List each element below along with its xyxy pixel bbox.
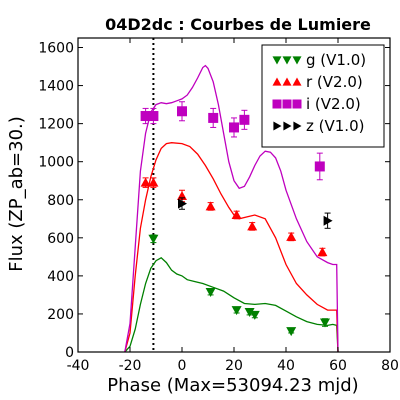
legend-label-r: r (V2.0) <box>306 73 363 91</box>
legend-entry-z: z (V1.0) <box>273 117 364 135</box>
y-axis-label: Flux (ZP_ab=30.) <box>6 116 27 272</box>
data-point-r <box>148 177 159 188</box>
model-curve-r <box>124 142 339 352</box>
data-point-i <box>148 107 159 125</box>
legend-entry-i: i (V2.0) <box>272 95 361 113</box>
marker-r <box>148 177 159 187</box>
legend-label-i: i (V2.0) <box>306 95 361 113</box>
x-tick-label: 20 <box>225 358 243 374</box>
marker-i <box>177 106 187 117</box>
legend: g (V1.0) r (V2.0) i (V2.0) z (V1.0) <box>261 44 385 148</box>
data-point-g <box>231 306 242 316</box>
marker-r <box>286 231 297 241</box>
data-point-i <box>314 152 325 181</box>
x-axis-label: Phase (Max=53094.23 mjd) <box>107 375 358 396</box>
legend-marker-i <box>282 99 292 109</box>
marker-i <box>314 161 325 172</box>
marker-g <box>205 288 216 298</box>
data-point-z <box>323 212 333 229</box>
y-tick-label: 200 <box>47 307 74 323</box>
legend-marker-i <box>292 99 302 109</box>
marker-i <box>239 114 250 125</box>
data-point-g <box>244 308 255 318</box>
marker-r <box>140 177 151 187</box>
marker-g <box>286 327 297 337</box>
legend-marker-r <box>272 77 282 86</box>
legend-marker-g <box>272 56 282 65</box>
legend-marker-z <box>293 121 302 131</box>
marker-i <box>140 111 151 122</box>
legend-marker-r <box>282 77 292 86</box>
x-tick-label: 60 <box>329 358 347 374</box>
marker-r <box>231 209 242 219</box>
x-tick-label: 0 <box>178 358 187 374</box>
marker-i <box>148 111 159 122</box>
data-point-r <box>317 247 328 257</box>
legend-entry-g: g (V1.0) <box>272 51 366 69</box>
data-point-i <box>208 107 219 128</box>
model-curve-i <box>124 64 339 352</box>
y-tick-label: 1600 <box>38 41 74 57</box>
data-point-g <box>148 234 159 244</box>
y-tick-label: 1200 <box>38 117 74 133</box>
legend-marker-g <box>282 56 292 65</box>
marker-z <box>323 215 333 226</box>
data-point-g <box>249 310 260 320</box>
marker-g <box>244 308 255 318</box>
marker-i <box>229 122 239 133</box>
marker-r <box>205 201 216 211</box>
plot-area <box>124 38 339 352</box>
y-tick-label: 800 <box>47 193 74 209</box>
data-point-g <box>205 288 216 298</box>
x-tick-label: 40 <box>277 358 295 374</box>
legend-entry-r: r (V2.0) <box>272 73 363 91</box>
axes: -40 -20 0 20 40 60 800200400600800100012001400… <box>38 37 399 374</box>
data-point-r <box>140 177 151 188</box>
legend-marker-r <box>292 77 302 86</box>
legend-marker-z <box>273 121 282 131</box>
data-point-g <box>320 318 330 328</box>
legend-label-g: g (V1.0) <box>306 51 366 69</box>
legend-box <box>261 44 385 148</box>
data-point-i <box>140 107 151 125</box>
marker-r <box>247 221 258 231</box>
marker-g <box>320 318 330 328</box>
marker-g <box>231 306 242 316</box>
x-tick-label: 80 <box>381 358 399 374</box>
marker-r <box>317 247 328 257</box>
marker-g <box>249 310 260 320</box>
data-point-g <box>286 327 297 337</box>
plot-content <box>124 38 339 352</box>
x-tick-label: -20 <box>119 358 142 374</box>
data-point-r <box>286 231 297 242</box>
legend-label-z: z (V1.0) <box>306 117 364 135</box>
y-tick-label: 1400 <box>38 79 74 95</box>
chart-title: 04D2dc : Courbes de Lumiere <box>105 15 371 34</box>
y-tick-label: 0 <box>65 345 74 361</box>
legend-marker-i <box>272 99 282 109</box>
marker-i <box>208 112 219 123</box>
data-point-r <box>231 209 242 220</box>
x-tick-label: -40 <box>67 358 90 374</box>
model-curve-g <box>124 257 339 352</box>
y-tick-label: 400 <box>47 269 74 285</box>
legend-marker-g <box>292 56 302 65</box>
data-point-i <box>229 117 239 138</box>
data-point-r <box>247 221 258 231</box>
marker-z <box>178 198 187 209</box>
legend-marker-z <box>283 121 292 131</box>
data-point-r <box>205 201 216 211</box>
data-point-i <box>239 109 250 130</box>
y-tick-label: 600 <box>47 231 74 247</box>
data-point-i <box>177 101 187 122</box>
y-tick-label: 1000 <box>38 155 74 171</box>
marker-g <box>148 234 159 244</box>
data-point-z <box>178 197 187 210</box>
